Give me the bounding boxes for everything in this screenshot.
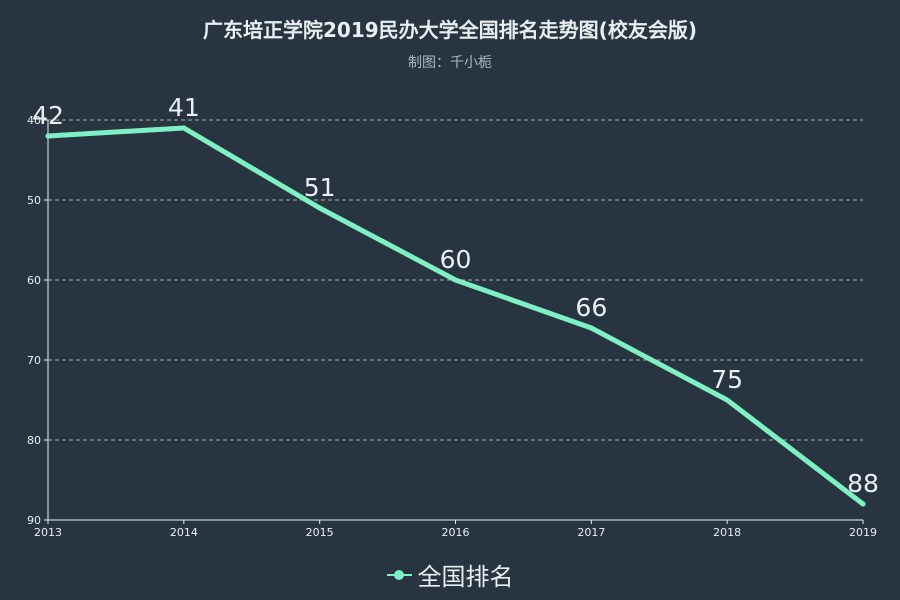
data-point-2013: [45, 133, 51, 139]
legend-item-national-rank[interactable]: 全国排名: [386, 557, 514, 592]
data-point-2017: [588, 325, 594, 331]
data-label-2017: 66: [575, 293, 607, 322]
data-point-2015: [317, 205, 323, 211]
series-line-0: [45, 125, 866, 507]
y-tick-label-60: 60: [27, 274, 41, 287]
x-tick-label-2018: 2018: [713, 526, 741, 539]
x-tick-label-2013: 2013: [34, 526, 62, 539]
data-label-2013: 42: [32, 101, 64, 130]
x-tick-label-2015: 2015: [306, 526, 334, 539]
data-label-2018: 75: [711, 365, 743, 394]
data-point-2018: [724, 397, 730, 403]
y-tick-label-70: 70: [27, 354, 41, 367]
y-tick-label-90: 90: [27, 514, 41, 527]
x-tick-label-2014: 2014: [170, 526, 198, 539]
x-tick-label-2017: 2017: [577, 526, 605, 539]
y-tick-label-40: 40: [27, 114, 41, 127]
legend-label: 全国排名: [417, 563, 514, 591]
data-point-2014: [181, 125, 187, 131]
data-label-2015: 51: [304, 173, 336, 202]
data-label-2016: 60: [440, 245, 472, 274]
data-point-2019: [860, 501, 866, 507]
data-label-2019: 88: [847, 469, 879, 498]
y-tick-label-50: 50: [27, 194, 41, 207]
data-label-2014: 41: [168, 93, 200, 122]
x-tick-label-2019: 2019: [849, 526, 877, 539]
legend-line-marker-icon: [386, 568, 412, 582]
x-tick-label-2016: 2016: [442, 526, 470, 539]
chart-subtitle: 制图：千小栀: [408, 55, 492, 71]
chart-title: 广东培正学院2019民办大学全国排名走势图(校友会版): [203, 18, 697, 42]
data-point-2016: [453, 277, 458, 283]
legend: 全国排名: [0, 557, 900, 592]
y-tick-label-80: 80: [27, 434, 41, 447]
